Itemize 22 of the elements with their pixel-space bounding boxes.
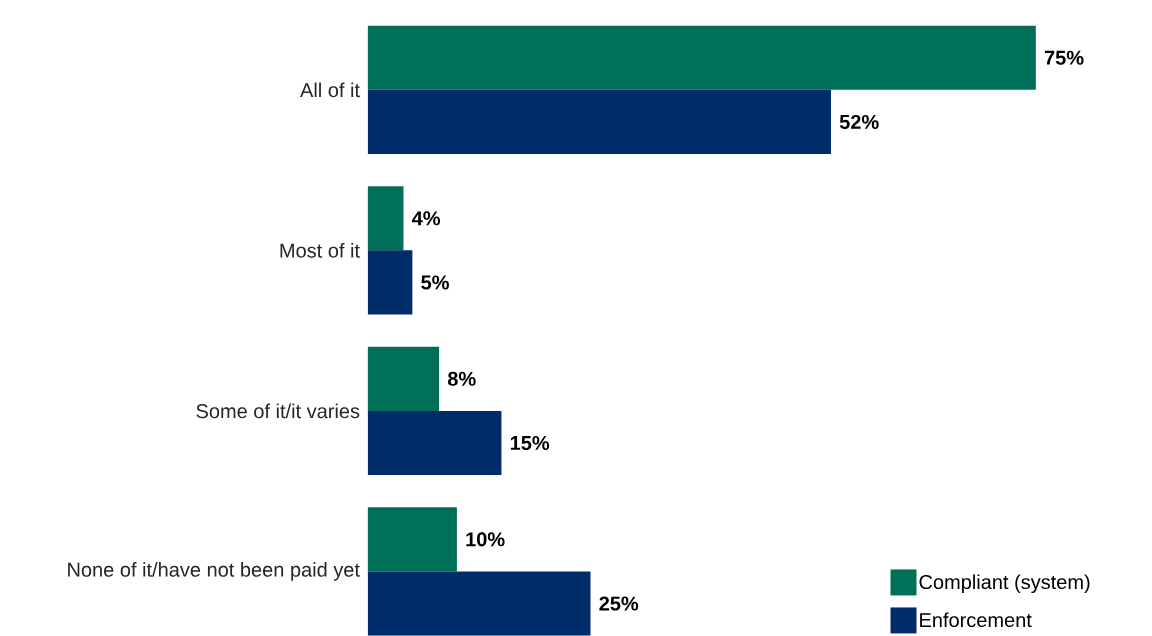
data-label: 52% [839, 115, 879, 130]
y-tick-label: Most of it [280, 243, 360, 258]
y-tick-label: None of it/have not been paid yet [68, 562, 360, 581]
bar [367, 186, 404, 251]
y-tick-label: Some of it/it varies [196, 403, 360, 419]
data-label: 4% [411, 211, 441, 226]
bar [367, 571, 591, 636]
data-label: 8% [447, 371, 476, 387]
data-label: 25% [599, 596, 639, 611]
legend-label: Compliant (system) [919, 574, 1090, 594]
bar [367, 250, 413, 315]
data-label: 75% [1044, 50, 1084, 65]
bar [367, 411, 502, 476]
bar [367, 25, 1036, 91]
legend-label: Enforcement [920, 612, 1032, 628]
bar [367, 90, 831, 155]
y-tick-label: All of it [300, 82, 360, 98]
bar [367, 507, 457, 572]
data-label: 15% [510, 436, 550, 451]
data-label: 5% [421, 275, 449, 290]
bar [367, 346, 440, 412]
data-label: 10% [466, 532, 505, 547]
